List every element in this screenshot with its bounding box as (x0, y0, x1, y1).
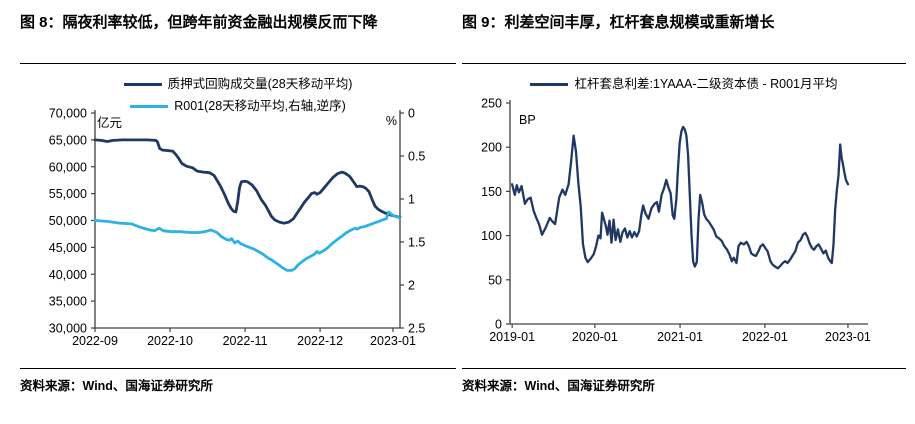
svg-text:2022-11: 2022-11 (223, 334, 268, 348)
svg-text:1: 1 (408, 193, 415, 207)
figure9-title-block: 图 9：利差空间丰厚，杠杆套息规模或重新增长 (462, 10, 906, 64)
figure8-title: 图 8：隔夜利率较低，但跨年前资金融出规模反而下降 (20, 14, 378, 31)
figure8-source: 资料来源：Wind、国海证券研究所 (20, 368, 456, 394)
svg-text:%: % (386, 114, 397, 128)
svg-text:亿元: 亿元 (97, 115, 122, 130)
figure9-panel: 图 9：利差空间丰厚，杠杆套息规模或重新增长 250 200 150 100 50 0 20… (462, 10, 906, 424)
figure8-panel: 图 8：隔夜利率较低，但跨年前资金融出规模反而下降 70,000 65,000 60… (20, 10, 456, 424)
svg-text:55,000: 55,000 (49, 187, 87, 201)
svg-text:0: 0 (408, 107, 415, 121)
figure8-chart: 70,000 65,000 60,000 55,000 50,000 45,000 40,0… (20, 64, 456, 362)
svg-text:45,000: 45,000 (49, 241, 87, 255)
figure9-title: 图 9：利差空间丰厚，杠杆套息规模或重新增长 (462, 14, 775, 31)
svg-text:200: 200 (481, 141, 502, 155)
svg-text:2023-01: 2023-01 (370, 334, 416, 348)
svg-text:250: 250 (481, 97, 502, 111)
svg-text:2.5: 2.5 (408, 322, 425, 336)
svg-text:BP: BP (519, 113, 536, 127)
svg-text:60,000: 60,000 (49, 160, 87, 174)
svg-text:2022-01: 2022-01 (742, 330, 788, 344)
svg-text:35,000: 35,000 (49, 295, 87, 309)
svg-text:2: 2 (408, 279, 415, 293)
svg-text:1.5: 1.5 (408, 236, 425, 250)
svg-text:2022-12: 2022-12 (297, 334, 343, 348)
svg-text:150: 150 (481, 185, 502, 199)
svg-text:40,000: 40,000 (49, 268, 87, 282)
figure9-chart: 250 200 150 100 50 0 2019-01 2020-01 2021-01 2022… (462, 64, 906, 362)
svg-text:2021-01: 2021-01 (657, 330, 703, 344)
svg-text:2020-01: 2020-01 (572, 330, 618, 344)
svg-text:2019-01: 2019-01 (489, 330, 535, 344)
svg-text:70,000: 70,000 (49, 107, 87, 121)
figure8-title-block: 图 8：隔夜利率较低，但跨年前资金融出规模反而下降 (20, 10, 456, 64)
svg-text:2023-01: 2023-01 (825, 330, 871, 344)
svg-text:50,000: 50,000 (49, 214, 87, 228)
svg-text:65,000: 65,000 (49, 133, 87, 147)
figure9-source: 资料来源：Wind、国海证券研究所 (462, 368, 906, 394)
figure8-chart-canvas: 70,000 65,000 60,000 55,000 50,000 45,000 40,0… (49, 107, 426, 349)
svg-text:0.5: 0.5 (408, 150, 425, 164)
svg-text:2022-09: 2022-09 (72, 334, 118, 348)
svg-text:2022-10: 2022-10 (147, 334, 193, 348)
svg-text:30,000: 30,000 (49, 322, 87, 336)
svg-text:0: 0 (495, 318, 502, 332)
svg-text:50: 50 (488, 273, 502, 287)
svg-text:100: 100 (481, 229, 502, 243)
